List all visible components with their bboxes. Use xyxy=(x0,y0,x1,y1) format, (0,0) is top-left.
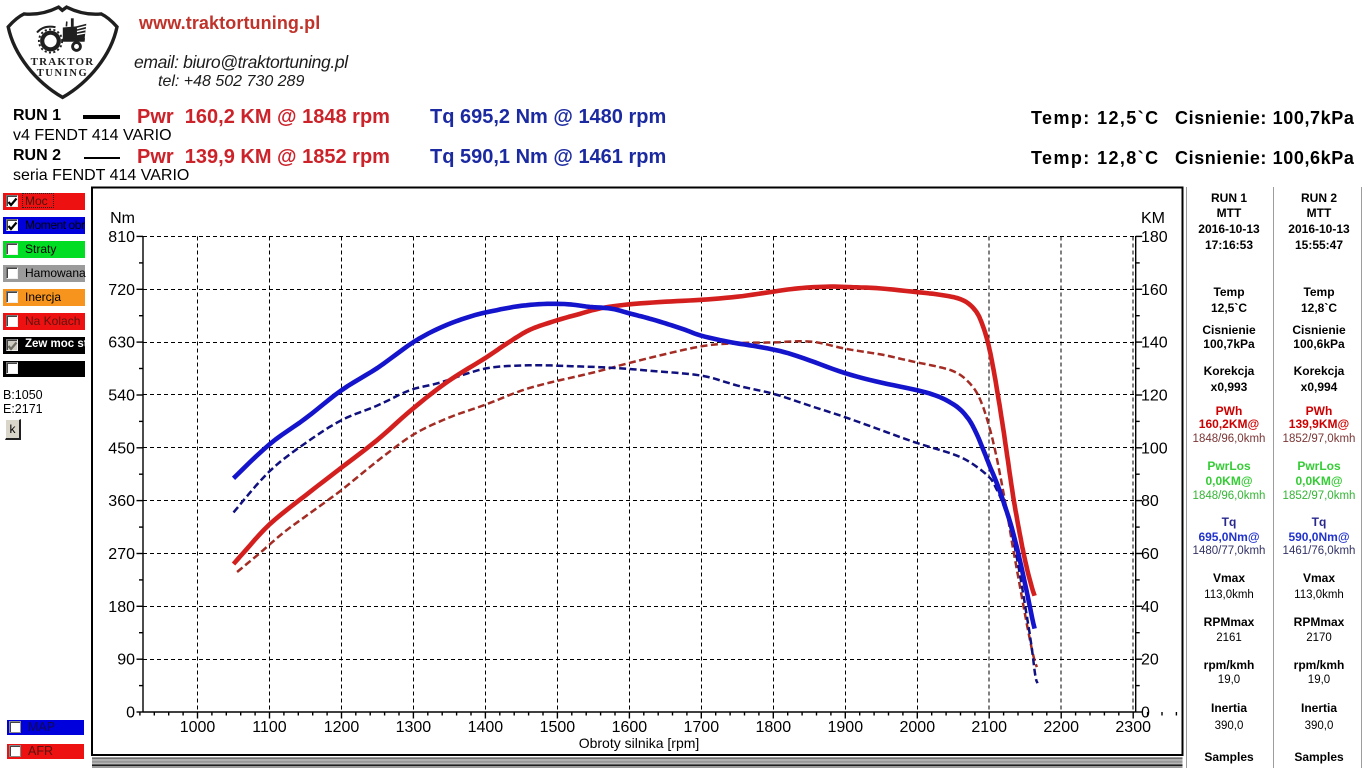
svg-text:180: 180 xyxy=(108,599,135,616)
svg-text:1400: 1400 xyxy=(468,719,504,736)
svg-text:180: 180 xyxy=(1141,229,1168,246)
svg-text:2100: 2100 xyxy=(971,719,1007,736)
svg-text:1300: 1300 xyxy=(396,719,432,736)
svg-text:450: 450 xyxy=(108,440,135,457)
svg-text:80: 80 xyxy=(1141,493,1159,510)
svg-text:540: 540 xyxy=(108,388,135,405)
svg-text:140: 140 xyxy=(1141,335,1168,352)
svg-text:KM: KM xyxy=(1141,210,1165,227)
svg-text:120: 120 xyxy=(1141,388,1168,405)
svg-text:2200: 2200 xyxy=(1043,719,1079,736)
svg-text:1900: 1900 xyxy=(828,719,864,736)
svg-text:2000: 2000 xyxy=(900,719,936,736)
svg-text:0: 0 xyxy=(126,705,135,722)
svg-text:270: 270 xyxy=(108,546,135,563)
svg-text:TUNING: TUNING xyxy=(37,68,89,79)
svg-text:1800: 1800 xyxy=(756,719,792,736)
svg-text:160: 160 xyxy=(1141,282,1168,299)
svg-text:1200: 1200 xyxy=(324,719,360,736)
svg-text:810: 810 xyxy=(108,229,135,246)
svg-text:1000: 1000 xyxy=(180,719,216,736)
svg-text:1500: 1500 xyxy=(540,719,576,736)
svg-text:Nm: Nm xyxy=(110,210,135,227)
svg-text:100: 100 xyxy=(1141,440,1168,457)
svg-text:Obroty silnika [rpm]: Obroty silnika [rpm] xyxy=(579,735,700,751)
svg-text:20: 20 xyxy=(1141,652,1159,669)
svg-text:90: 90 xyxy=(117,652,135,669)
svg-text:40: 40 xyxy=(1141,599,1159,616)
svg-text:0: 0 xyxy=(1141,705,1150,722)
svg-text:1600: 1600 xyxy=(612,719,648,736)
svg-text:1100: 1100 xyxy=(252,719,287,736)
svg-text:60: 60 xyxy=(1141,546,1159,563)
svg-text:630: 630 xyxy=(108,335,135,352)
svg-text:2300: 2300 xyxy=(1115,719,1151,736)
svg-text:TRAKTOR: TRAKTOR xyxy=(31,56,95,68)
svg-text:1700: 1700 xyxy=(684,719,720,736)
svg-text:360: 360 xyxy=(108,493,135,510)
svg-text:720: 720 xyxy=(108,282,135,299)
